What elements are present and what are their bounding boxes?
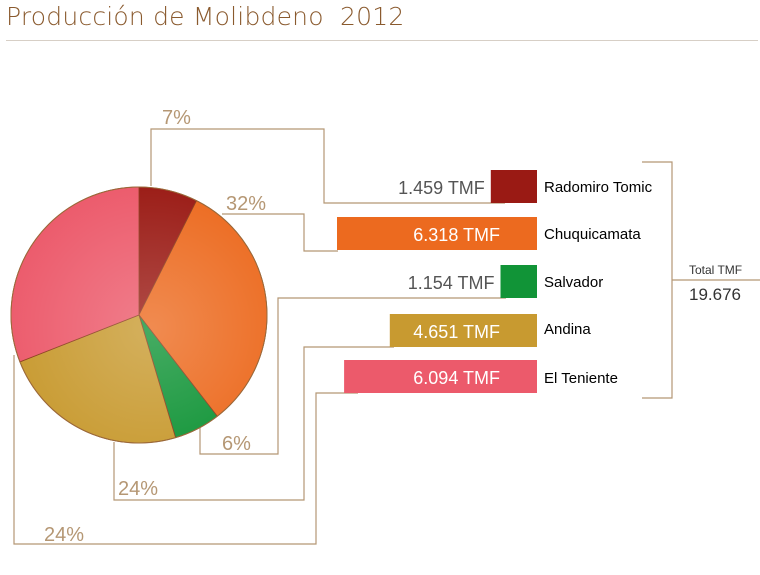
- legend-label-andina: Andina: [544, 321, 591, 338]
- total-bracket: [642, 161, 760, 399]
- bar-value-andina: 4.651 TMF: [413, 322, 500, 342]
- legend-label-el-teniente: El Teniente: [544, 370, 618, 387]
- pie: [10, 186, 268, 444]
- bar-el-teniente: [344, 360, 537, 393]
- title-divider: [6, 40, 758, 41]
- legend: Radomiro Tomic Chuquicamata Salvador Andina…: [544, 179, 653, 387]
- legend-label-chuquicamata: Chuquicamata: [544, 226, 641, 243]
- total-value: 19.676: [689, 285, 741, 304]
- bars: [337, 170, 537, 393]
- percent-label-andina: 24%: [118, 478, 158, 500]
- percent-label-chuquicamata: 32%: [226, 193, 266, 215]
- percent-label-salvador: 6%: [222, 433, 251, 455]
- connector-chuquicamata: [222, 213, 338, 252]
- bar-radomiro-tomic: [490, 170, 537, 203]
- labels: 1.459 TMF 6.318 TMF 1.154 TMF 4.651 TMF 6.09…: [44, 107, 500, 546]
- bar-value-chuquicamata: 6.318 TMF: [413, 225, 500, 245]
- legend-label-radomiro-tomic: Radomiro Tomic: [544, 179, 653, 196]
- pie-highlight: [11, 187, 267, 443]
- connector-lines: [13, 128, 506, 545]
- connector-andina: [113, 346, 394, 501]
- bar-andina: [389, 314, 537, 347]
- connector-el-teniente: [13, 355, 358, 545]
- connector-radomiro-tomic: [150, 128, 505, 204]
- total-label: Total TMF: [689, 263, 742, 277]
- percent-label-radomiro-tomic: 7%: [162, 107, 191, 129]
- bar-value-el-teniente: 6.094 TMF: [413, 368, 500, 388]
- pie-outline: [10, 186, 268, 444]
- chart-title: Producción de Molibdeno 2012: [6, 2, 405, 31]
- bar-value-radomiro-tomic: 1.459 TMF: [398, 178, 485, 198]
- bar-salvador: [500, 265, 537, 298]
- legend-label-salvador: Salvador: [544, 274, 603, 291]
- bar-value-salvador: 1.154 TMF: [408, 273, 495, 293]
- percent-label-el-teniente: 24%: [44, 524, 84, 546]
- total-group: Total TMF 19.676: [642, 161, 760, 399]
- bar-chuquicamata: [337, 217, 537, 250]
- connector-salvador: [199, 297, 506, 455]
